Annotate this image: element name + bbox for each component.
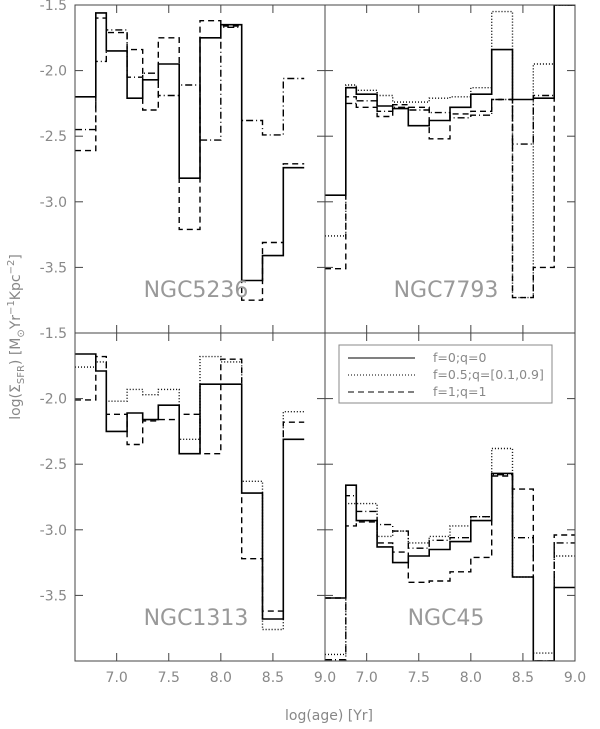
legend-label-dotted: f=0.5;q=[0.1,0.9] [433,367,544,382]
series-dashed-ngc5236 [75,17,305,301]
y-tick-label-ngc1313: -3.0 [40,523,67,539]
legend-label-dashed: f=1;q=1 [433,384,486,399]
series-dashdot-ngc7793 [325,5,575,196]
panel-label-ngc1313: NGC1313 [144,606,249,631]
series-solid-ngc45 [325,472,575,661]
series-solid-ngc7793 [325,5,575,196]
series-dotted-ngc7793 [325,5,575,299]
series-solid-ngc5236 [75,12,305,282]
panel-ngc1313: 7.0 7.5 8.0 8.5 9.0 -1.5 -2.0 -2.5 -3.0 -3.5 NGC13… [40,326,336,686]
x-tick-label-ngc1313: 7.5 [158,670,180,686]
panel-ngc7793: NGC7793 [324,4,576,334]
x-tick-label-ngc1313: 8.5 [262,670,284,686]
series-dotted-ngc1313 [75,355,305,631]
panel-ngc45: 7.0 7.5 8.0 8.5 9.0 NGC45 [324,332,586,686]
y-tick-label-ngc1313: -3.5 [40,588,67,604]
x-axis-label: log(age) [Yr] [285,708,373,724]
y-axis-label: log(ΣSFR) [M⊙Yr−1Kpc−2] [6,254,27,420]
x-tick-label-ngc1313: 8.0 [210,670,232,686]
x-tick-label-ngc45: 8.0 [460,670,482,686]
plot-layer: -1.5 -2.0 -2.5 -3.0 -3.5 NGC5236 NGC7793 7.0 7.5… [40,0,586,686]
y-tick-label-ngc1313: -2.5 [40,457,67,473]
x-tick-label-ngc45: 8.5 [512,670,534,686]
axes-frame-ngc45 [324,332,576,662]
legend-label-solid: f=0;q=0 [433,350,486,365]
x-tick-label-ngc1313: 7.0 [106,670,128,686]
panel-label-ngc45: NGC45 [408,606,485,631]
series-dashdot-ngc5236 [75,26,305,141]
legend-box [338,344,553,404]
x-tick-label-ngc45: 9.0 [564,670,586,686]
series-dashdot-ngc45 [325,474,575,661]
panel-label-ngc7793: NGC7793 [394,278,499,303]
panel-label-ngc5236: NGC5236 [144,278,249,303]
y-tick-label-ngc1313: -2.0 [40,392,67,408]
y-tick-label-ngc5236: -3.5 [40,260,67,276]
y-tick-label-ngc5236: -2.0 [40,64,67,80]
x-tick-label-ngc45: 7.0 [356,670,378,686]
legend: f=0;q=0 f=0.5;q=[0.1,0.9] f=1;q=1 [338,344,553,404]
series-dashed-ngc7793 [325,5,575,299]
series-solid-ngc1313 [75,353,305,620]
y-tick-label-ngc5236: -3.0 [40,195,67,211]
y-tick-label-ngc5236: -1.5 [40,0,67,14]
series-dashed-ngc45 [325,475,575,661]
y-tick-label-ngc1313: -1.5 [40,326,67,342]
x-tick-label-ngc1313: 9.0 [314,670,336,686]
x-tick-label-ngc45: 7.5 [408,670,430,686]
y-tick-label-ngc5236: -2.5 [40,129,67,145]
series-dashed-ngc1313 [75,355,305,612]
panel-ngc5236: -1.5 -2.0 -2.5 -3.0 -3.5 NGC5236 [40,0,326,334]
